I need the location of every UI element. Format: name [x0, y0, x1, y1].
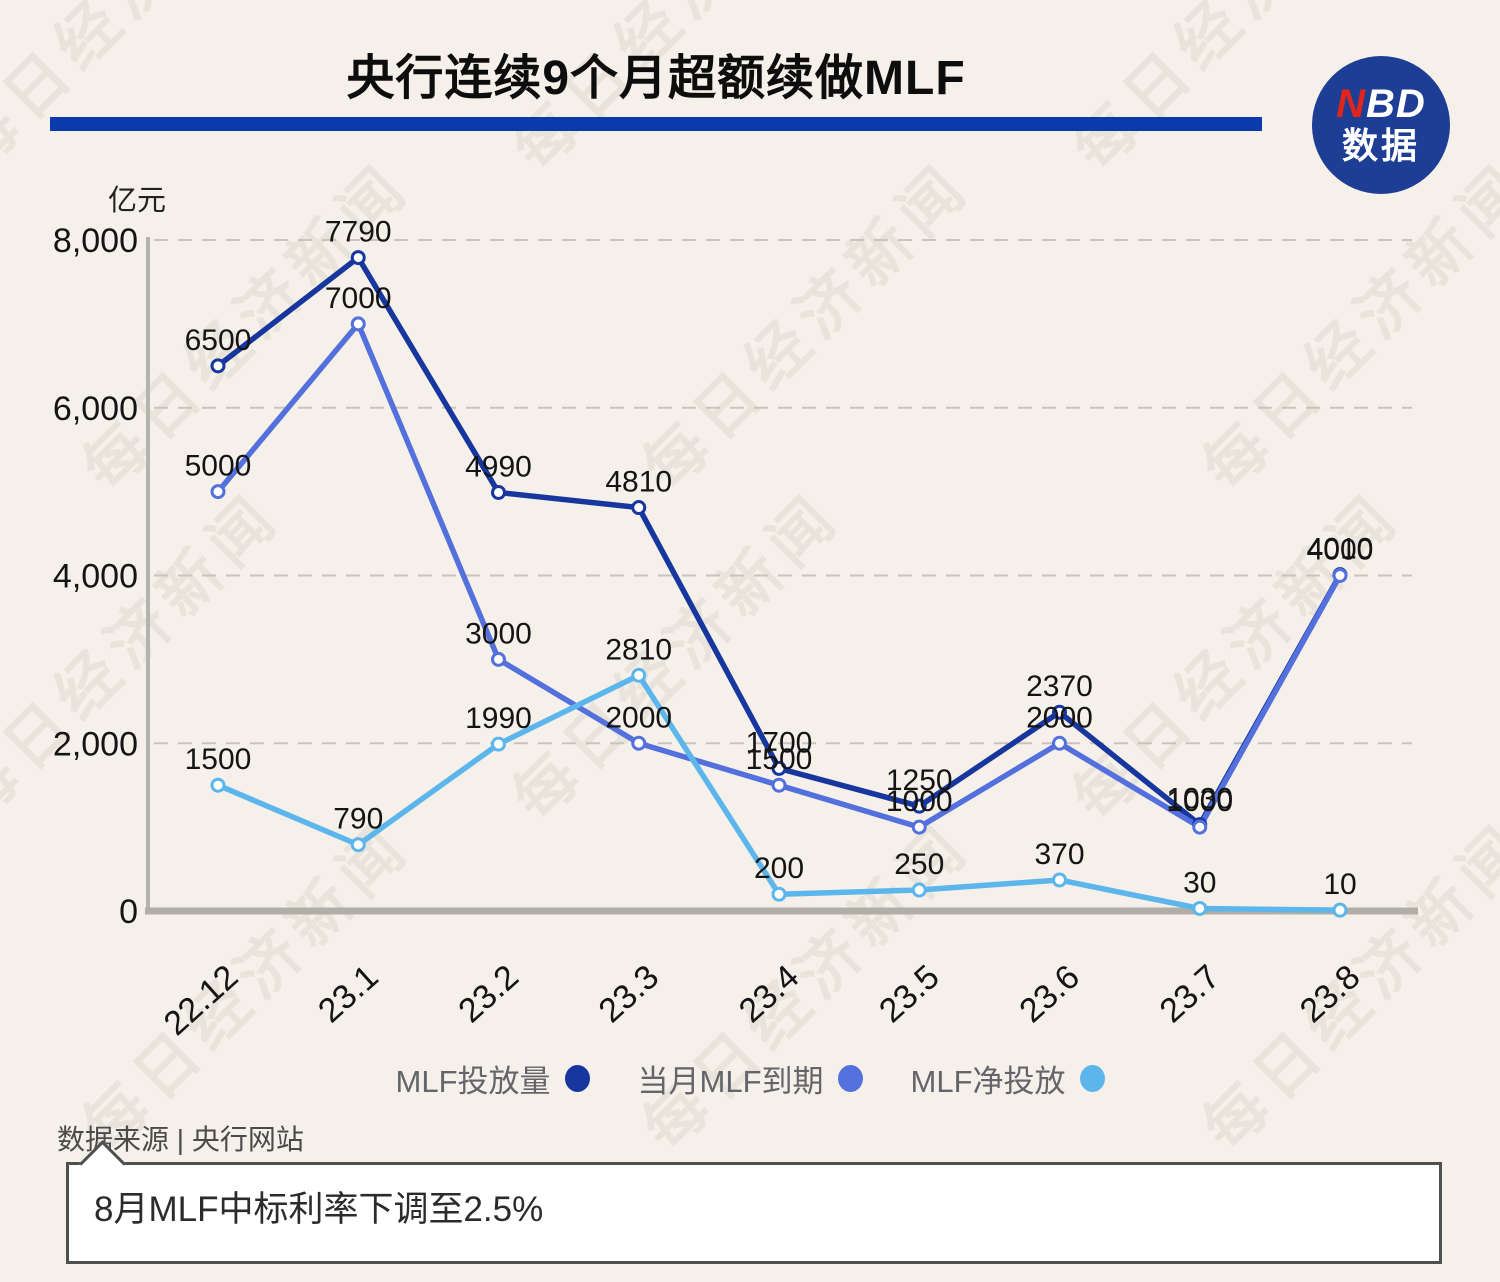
data-point-marker	[771, 777, 787, 793]
y-tick-label: 0	[119, 893, 138, 931]
data-point-marker	[1332, 568, 1348, 583]
legend-item-mlf-injection: MLF投放量	[396, 1056, 590, 1101]
data-point-label: 1000	[1166, 785, 1233, 818]
data-point-label: 3000	[465, 617, 532, 650]
data-point-label: 1500	[185, 743, 252, 776]
data-point-label: 790	[333, 803, 383, 836]
data-point-marker	[631, 667, 647, 683]
data-point-label: 5000	[185, 450, 252, 483]
legend-label: MLF投放量	[395, 1064, 551, 1099]
data-point-marker	[631, 735, 647, 751]
y-tick-label: 8,000	[53, 222, 138, 260]
x-tick-label: 23.7	[1152, 958, 1227, 1031]
data-point-marker	[771, 886, 787, 902]
data-point-label: 1700	[746, 726, 813, 759]
data-point-label: 1990	[465, 702, 532, 735]
data-point-label: 1000	[886, 785, 953, 818]
data-point-label: 10	[1323, 868, 1356, 901]
y-tick-label: 2,000	[53, 725, 138, 763]
x-tick-label: 22.12	[157, 958, 246, 1043]
callout-text: 8月MLF中标利率下调至2.5%	[94, 1190, 544, 1229]
data-point-label: 4010	[1307, 533, 1374, 566]
data-point-marker	[911, 819, 927, 835]
nbd-logo-subtext: 数据	[1341, 125, 1420, 167]
x-tick-label: 23.5	[872, 958, 947, 1031]
y-tick-label: 6,000	[53, 390, 138, 428]
data-point-marker	[210, 484, 226, 500]
data-point-marker	[350, 250, 366, 266]
data-point-marker	[1052, 735, 1067, 751]
data-point-label: 1030	[1166, 783, 1233, 816]
x-tick-label: 23.2	[451, 958, 526, 1031]
x-tick-label: 23.6	[1012, 958, 1087, 1031]
data-point-label: 30	[1183, 866, 1216, 899]
data-point-marker	[1192, 900, 1208, 916]
data-point-marker	[210, 777, 226, 793]
data-point-label: 7000	[325, 282, 392, 315]
data-point-marker	[911, 882, 927, 898]
data-point-label: 6500	[185, 324, 252, 357]
x-tick-label: 23.4	[732, 958, 807, 1031]
y-tick-label: 4,000	[53, 558, 138, 596]
data-point-label: 1500	[746, 743, 813, 776]
data-point-marker	[1052, 704, 1067, 720]
data-point-label: 250	[894, 848, 944, 881]
data-point-label: 200	[754, 852, 804, 885]
data-point-label: 2810	[605, 633, 672, 666]
legend-dot-icon	[1079, 1065, 1105, 1092]
data-point-marker	[350, 837, 366, 853]
data-point-label: 2370	[1026, 670, 1093, 703]
data-point-marker	[491, 651, 506, 667]
chart-legend: MLF投放量 当月MLF到期 MLF净投放	[0, 1056, 1500, 1101]
data-point-marker	[911, 798, 927, 814]
x-tick-label: 23.3	[591, 958, 666, 1031]
callout-box	[66, 1162, 1442, 1264]
title-underline-bar	[50, 117, 1262, 131]
legend-dot-icon	[564, 1065, 590, 1092]
data-point-label: 4810	[605, 466, 672, 499]
nbd-logo-bd: BD	[1366, 82, 1426, 127]
data-point-label: 2000	[605, 701, 672, 734]
data-point-label: 4000	[1307, 534, 1374, 567]
x-tick-label: 23.8	[1293, 958, 1368, 1031]
data-point-label: 2000	[1026, 701, 1093, 734]
data-point-marker	[1192, 819, 1208, 835]
y-axis-unit-label: 亿元	[108, 184, 166, 217]
data-point-marker	[1052, 872, 1067, 888]
legend-label: MLF净投放	[910, 1064, 1066, 1099]
data-point-marker	[631, 500, 647, 516]
nbd-logo: NBD 数据	[1312, 56, 1450, 194]
data-point-marker	[491, 736, 506, 752]
data-point-label: 1250	[886, 764, 953, 797]
data-point-marker	[350, 316, 366, 332]
legend-dot-icon	[837, 1065, 863, 1092]
legend-item-mlf-maturity: 当月MLF到期	[638, 1056, 863, 1101]
x-tick-label: 23.1	[311, 958, 386, 1031]
legend-label: 当月MLF到期	[637, 1064, 824, 1099]
data-point-marker	[210, 358, 226, 374]
nbd-logo-n: N	[1336, 82, 1367, 127]
data-point-label: 370	[1034, 838, 1084, 871]
data-point-label: 7790	[325, 216, 392, 249]
data-point-marker	[1332, 902, 1348, 918]
data-point-label: 4990	[465, 450, 532, 483]
legend-item-mlf-net: MLF净投放	[911, 1056, 1105, 1101]
data-point-marker	[491, 484, 506, 500]
page-title: 央行连续9个月超额续做MLF	[346, 52, 966, 105]
nbd-logo-text: NBD	[1336, 83, 1426, 125]
data-point-marker	[771, 760, 787, 776]
